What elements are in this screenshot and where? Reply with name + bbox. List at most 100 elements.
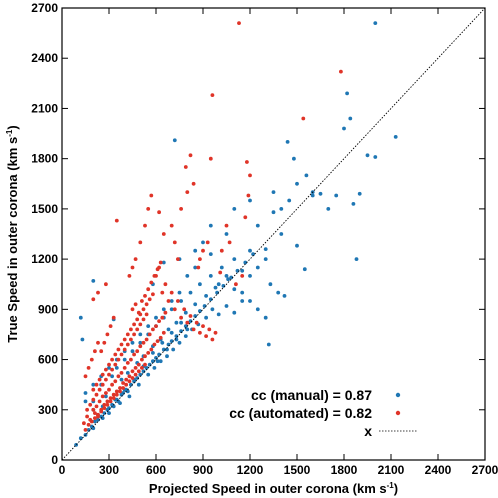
- point-manual: [146, 372, 151, 377]
- point-manual: [78, 315, 83, 320]
- point-manual: [263, 247, 268, 252]
- point-automated: [129, 327, 133, 332]
- point-automated: [94, 404, 99, 409]
- point-automated: [179, 207, 184, 211]
- point-manual: [295, 243, 299, 248]
- point-automated: [160, 290, 165, 295]
- point-manual: [263, 315, 268, 320]
- point-manual: [119, 377, 124, 382]
- point-manual: [365, 153, 370, 158]
- point-automated: [182, 307, 187, 312]
- point-automated: [179, 315, 184, 320]
- point-automated: [132, 322, 137, 327]
- point-automated: [234, 282, 238, 287]
- point-automated: [140, 299, 144, 303]
- point-manual: [118, 401, 122, 405]
- point-automated: [116, 374, 121, 379]
- point-automated: [135, 349, 140, 354]
- x-tick-label: 1800: [331, 463, 358, 477]
- point-manual: [165, 354, 169, 359]
- point-manual: [179, 299, 184, 303]
- point-manual: [219, 265, 224, 270]
- point-manual: [287, 198, 292, 203]
- point-manual: [326, 207, 331, 211]
- point-manual: [282, 294, 287, 298]
- point-automated: [116, 357, 121, 362]
- point-automated: [146, 287, 151, 292]
- point-automated: [94, 392, 99, 397]
- point-manual: [157, 352, 162, 357]
- point-manual: [80, 337, 85, 342]
- y-tick-label: 300: [38, 403, 58, 417]
- point-automated: [113, 362, 118, 367]
- point-automated: [100, 394, 105, 399]
- point-automated: [108, 324, 113, 328]
- point-automated: [143, 223, 147, 228]
- point-automated: [122, 337, 127, 342]
- point-automated: [107, 362, 111, 367]
- point-automated: [89, 357, 94, 362]
- point-manual: [172, 138, 177, 143]
- point-automated: [210, 337, 215, 342]
- point-automated: [110, 367, 114, 372]
- point-manual: [107, 366, 111, 370]
- point-manual: [345, 91, 349, 96]
- point-automated: [248, 173, 252, 178]
- point-manual: [138, 340, 143, 345]
- point-manual: [295, 181, 299, 186]
- point-manual: [177, 290, 182, 295]
- point-manual: [169, 307, 174, 312]
- point-manual: [229, 275, 234, 280]
- point-automated: [218, 270, 223, 275]
- point-automated: [132, 352, 137, 357]
- point-automated: [183, 165, 188, 169]
- point-automated: [133, 302, 138, 307]
- point-automated: [93, 411, 97, 415]
- point-automated: [86, 422, 91, 427]
- point-manual: [183, 324, 188, 328]
- point-manual: [169, 330, 174, 335]
- point-manual: [171, 347, 176, 352]
- point-manual: [91, 426, 96, 431]
- point-automated: [119, 342, 124, 347]
- point-manual: [198, 309, 202, 313]
- point-automated: [176, 257, 180, 261]
- point-automated: [100, 372, 105, 377]
- point-manual: [279, 207, 284, 211]
- point-automated: [130, 376, 135, 380]
- point-manual: [158, 359, 163, 364]
- point-automated: [157, 319, 162, 323]
- y-tick-label: 2700: [31, 1, 58, 15]
- point-automated: [119, 371, 124, 375]
- y-tick-label: 1800: [31, 152, 58, 166]
- point-manual: [130, 349, 135, 354]
- point-automated: [129, 357, 133, 362]
- point-automated: [138, 344, 143, 349]
- point-manual: [210, 307, 215, 312]
- point-manual: [138, 332, 143, 337]
- point-automated: [149, 193, 154, 198]
- point-automated: [301, 116, 306, 121]
- y-axis-ticks: 0 300 600 900 1200 1500 1800 2100 2400 2700: [31, 1, 485, 467]
- point-automated: [185, 320, 190, 325]
- point-automated: [122, 347, 127, 352]
- point-automated: [105, 399, 110, 404]
- point-automated: [149, 347, 154, 352]
- point-automated: [161, 232, 166, 236]
- point-automated: [99, 409, 104, 414]
- point-manual: [179, 320, 184, 325]
- point-automated: [133, 372, 138, 377]
- point-manual: [193, 302, 198, 307]
- point-manual: [310, 193, 315, 198]
- point-manual: [255, 307, 260, 312]
- point-automated: [155, 267, 160, 272]
- point-manual: [213, 285, 218, 290]
- point-manual: [240, 299, 245, 303]
- point-automated: [163, 310, 168, 315]
- point-automated: [152, 342, 157, 347]
- point-manual: [271, 190, 276, 195]
- point-automated: [127, 374, 132, 379]
- plot-frame: [61, 7, 486, 461]
- point-automated: [104, 282, 108, 287]
- point-manual: [373, 21, 378, 25]
